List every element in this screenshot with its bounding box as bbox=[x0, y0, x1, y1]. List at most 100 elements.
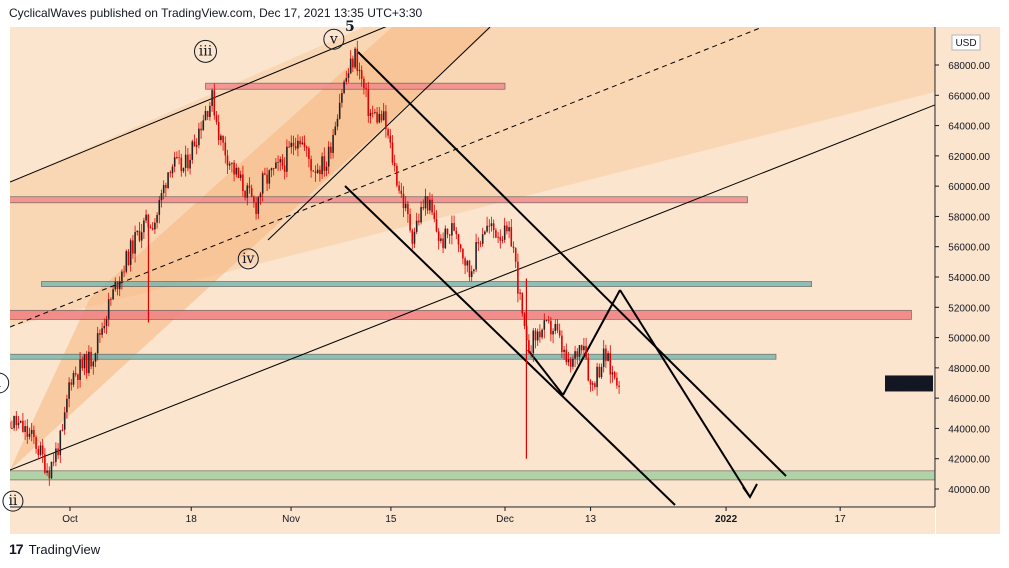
candle bbox=[149, 224, 152, 229]
candle-body bbox=[85, 354, 88, 374]
candle bbox=[154, 218, 156, 235]
candle-body bbox=[110, 299, 112, 300]
candle-body bbox=[519, 292, 521, 294]
candle bbox=[264, 167, 266, 176]
candle bbox=[59, 429, 62, 463]
candle-body bbox=[277, 162, 279, 164]
candle-body bbox=[290, 142, 293, 148]
candle bbox=[488, 219, 491, 234]
candle bbox=[228, 161, 231, 170]
price-tick-label: 42000.00 bbox=[948, 455, 990, 466]
candle bbox=[341, 89, 343, 108]
candle bbox=[530, 345, 532, 358]
candle-body bbox=[22, 420, 24, 432]
candle-body bbox=[440, 238, 442, 241]
candle bbox=[33, 425, 35, 444]
candle bbox=[420, 201, 422, 225]
candle-body bbox=[591, 383, 594, 385]
candle bbox=[17, 416, 20, 429]
candle-body bbox=[81, 359, 84, 369]
candle bbox=[477, 237, 480, 251]
candle bbox=[85, 350, 88, 379]
candle bbox=[266, 167, 268, 191]
candle bbox=[2, 443, 4, 459]
candle bbox=[184, 145, 187, 177]
candle-body bbox=[343, 81, 345, 94]
candle bbox=[402, 186, 405, 218]
candle bbox=[613, 370, 616, 380]
price-tick-label: 50000.00 bbox=[948, 334, 990, 345]
candle bbox=[319, 165, 321, 182]
candle bbox=[11, 420, 13, 430]
candle bbox=[468, 259, 471, 282]
candle bbox=[380, 110, 383, 123]
candle-body bbox=[169, 172, 172, 174]
candle-body bbox=[173, 157, 176, 167]
candle-body bbox=[209, 105, 211, 117]
candle bbox=[444, 225, 447, 250]
candle-body bbox=[77, 374, 79, 380]
candle bbox=[464, 256, 466, 275]
candle-body bbox=[528, 340, 530, 354]
candle bbox=[583, 337, 585, 358]
candle-body bbox=[7, 422, 9, 439]
candle-body bbox=[330, 146, 332, 153]
candle-body bbox=[253, 196, 255, 203]
candle-body bbox=[143, 220, 145, 233]
candle-body bbox=[103, 326, 106, 329]
time-tick-label: Nov bbox=[282, 514, 300, 525]
candle bbox=[506, 221, 508, 235]
candle-body bbox=[286, 146, 288, 172]
candle bbox=[96, 326, 99, 361]
candle bbox=[563, 346, 565, 360]
candle-body bbox=[4, 439, 6, 446]
candle bbox=[24, 420, 26, 440]
candle-body bbox=[552, 330, 554, 335]
candle bbox=[391, 135, 394, 166]
candle bbox=[409, 208, 411, 233]
candle bbox=[396, 163, 398, 188]
candle-body bbox=[314, 171, 317, 173]
candle bbox=[99, 329, 101, 343]
candle bbox=[587, 352, 590, 382]
price-tick-label: 46000.00 bbox=[948, 394, 990, 405]
candle-body bbox=[422, 207, 425, 209]
trend-line-8 bbox=[562, 289, 621, 396]
candle bbox=[618, 381, 620, 394]
candle-body bbox=[178, 157, 180, 158]
candle-body bbox=[272, 168, 275, 169]
candle bbox=[169, 170, 172, 178]
tradingview-logo-icon: 17 bbox=[9, 541, 24, 557]
trend-line-2 bbox=[10, 104, 935, 471]
candle-body bbox=[220, 135, 222, 141]
candle bbox=[294, 137, 297, 151]
candle-body bbox=[215, 115, 218, 123]
candle-body bbox=[517, 261, 519, 294]
candle bbox=[343, 79, 345, 95]
candle-body bbox=[101, 328, 103, 335]
candle bbox=[455, 227, 458, 240]
candle-body bbox=[180, 157, 183, 172]
candle-body bbox=[444, 228, 447, 249]
candle bbox=[554, 319, 557, 335]
candle bbox=[237, 167, 240, 179]
candle bbox=[334, 121, 337, 136]
candle-body bbox=[288, 146, 290, 148]
candle-body bbox=[495, 230, 497, 238]
candle-body bbox=[543, 320, 546, 330]
candle bbox=[195, 138, 198, 155]
candle bbox=[367, 81, 370, 123]
candle-body bbox=[116, 281, 119, 290]
candle bbox=[347, 68, 350, 83]
candle-body bbox=[389, 135, 392, 143]
candle-body bbox=[257, 197, 260, 214]
candle bbox=[272, 167, 275, 176]
candle-body bbox=[470, 271, 473, 277]
candle-body bbox=[50, 461, 53, 479]
candle-body bbox=[585, 346, 587, 358]
tradingview-footer[interactable]: 17 TradingView bbox=[9, 541, 100, 557]
candle-body bbox=[129, 240, 132, 265]
candle bbox=[127, 248, 130, 266]
candle-body bbox=[189, 159, 191, 169]
